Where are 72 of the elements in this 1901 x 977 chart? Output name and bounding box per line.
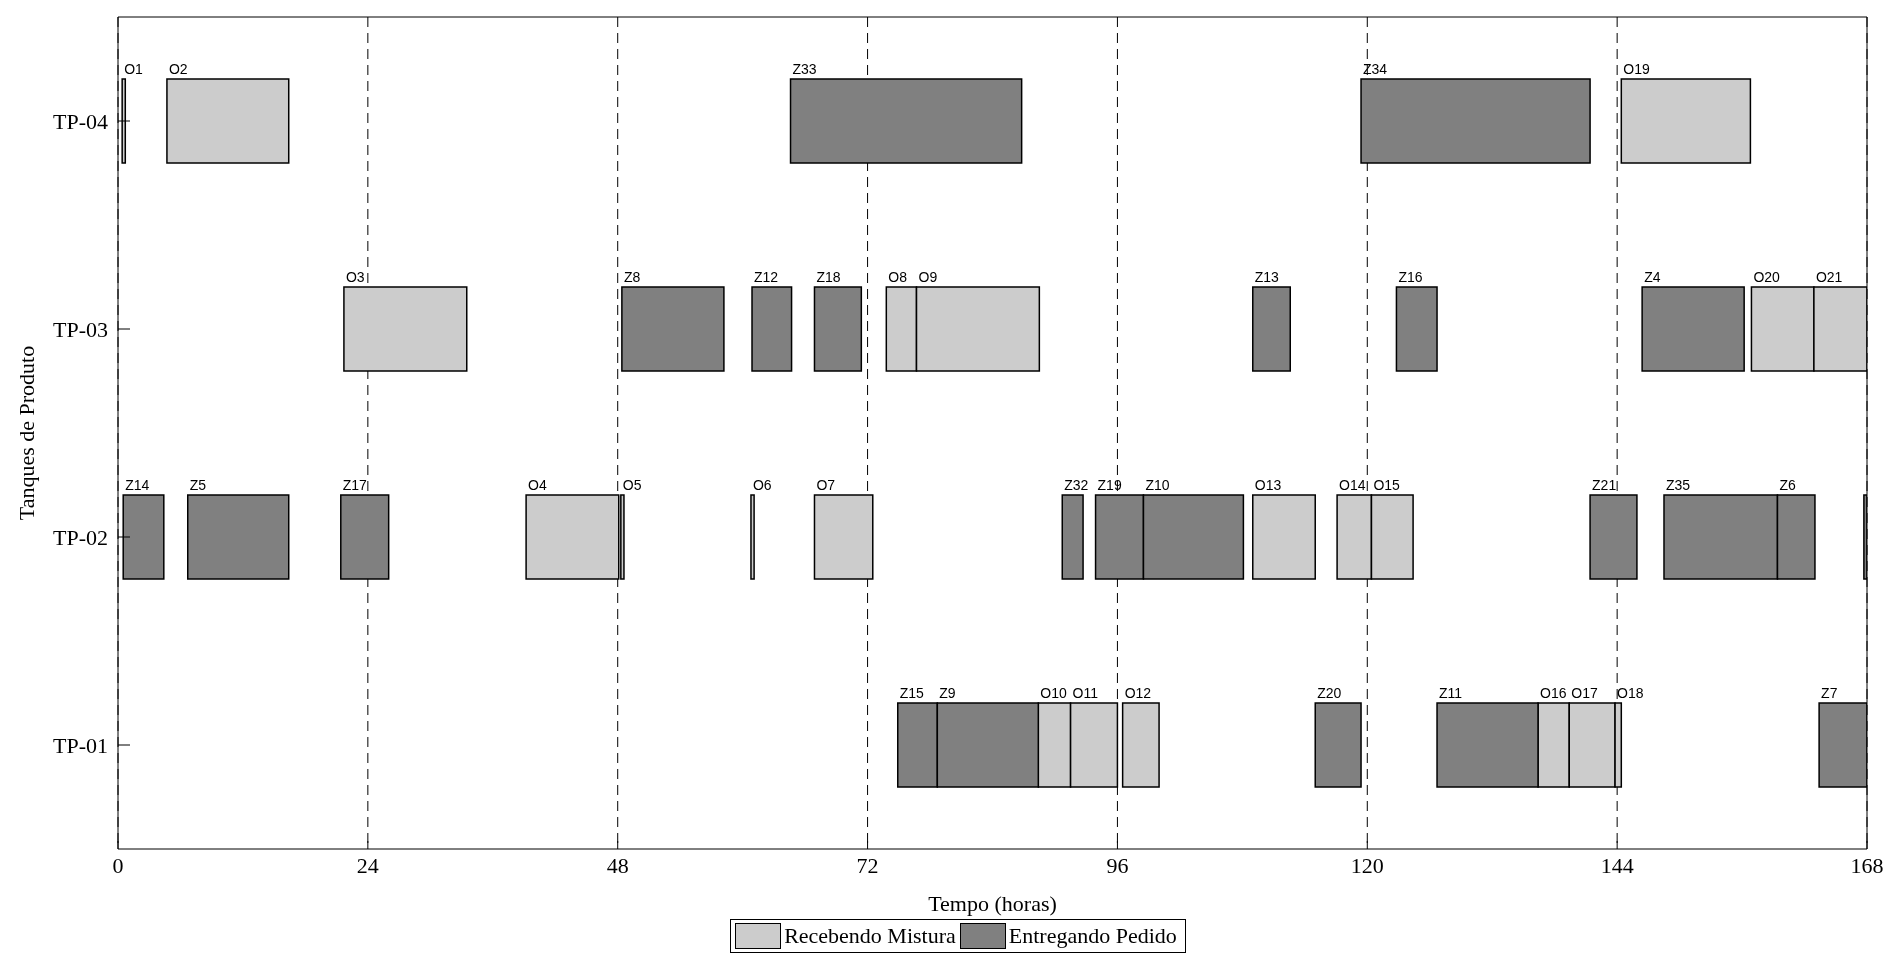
data-label: O12: [1124, 685, 1152, 701]
data-label: O19: [1623, 61, 1650, 77]
bar: [1641, 286, 1745, 372]
data-label: Z5: [189, 477, 207, 493]
data-label: O5: [622, 477, 642, 493]
bar: [751, 286, 793, 372]
data-label: Z15: [899, 685, 925, 701]
bar: [187, 494, 290, 580]
bar: [1121, 702, 1160, 788]
x-axis-title: Tempo (horas): [928, 891, 1057, 916]
x-tick-label: 120: [1350, 852, 1384, 878]
data-label: O21: [1815, 269, 1843, 285]
data-label: O14: [1339, 477, 1366, 493]
x-tick-label: 24: [356, 852, 379, 878]
data-label: O10: [1040, 685, 1067, 701]
data-label: Z9: [939, 685, 956, 701]
bar: [621, 286, 725, 372]
bar: [1061, 494, 1084, 580]
data-label: Z10: [1145, 477, 1170, 493]
data-label: O15: [1373, 477, 1401, 493]
data-label: Z35: [1665, 477, 1691, 493]
data-label: O8: [888, 269, 908, 285]
data-label: O1: [124, 61, 144, 77]
data-label: O7: [816, 477, 836, 493]
bar: [1252, 286, 1291, 372]
x-tick-label: 144: [1600, 852, 1634, 878]
data-label: Z17: [342, 477, 368, 493]
x-tick-label: 72: [856, 852, 879, 878]
x-tick-label: 96: [1106, 852, 1129, 878]
x-tick-label: 0: [112, 852, 124, 878]
bar: [1314, 702, 1362, 788]
bar: [1252, 494, 1316, 580]
bar: [1620, 78, 1752, 164]
data-label: Z20: [1317, 685, 1342, 701]
data-label: Z32: [1064, 477, 1089, 493]
data-label: Z18: [816, 269, 841, 285]
data-label: Z8: [623, 269, 641, 285]
legend-label: Entregando Pedido: [1008, 923, 1177, 949]
data-label: O6: [752, 477, 772, 493]
bar: [813, 286, 863, 372]
data-label: Z12: [754, 269, 779, 285]
y-tick-label: TP-04: [53, 108, 108, 134]
bar: [1395, 286, 1438, 372]
data-label: O2: [168, 61, 188, 77]
data-label: O20: [1753, 269, 1781, 285]
legend-label: Recebendo Mistura: [784, 923, 956, 949]
y-tick-label: TP-03: [53, 316, 108, 342]
data-label: Z7: [1821, 685, 1838, 701]
data-label: O3: [345, 269, 365, 285]
data-label: O13: [1254, 477, 1282, 493]
data-label: Z13: [1254, 269, 1280, 285]
data-label: Z33: [792, 61, 817, 77]
bar: [750, 494, 755, 580]
data-label: Z6: [1779, 477, 1797, 493]
data-label: Z14: [125, 477, 150, 493]
data-label: Z21: [1592, 477, 1617, 493]
data-label: Z4: [1644, 269, 1661, 285]
bar: [122, 494, 165, 580]
x-tick-label: 168: [1850, 852, 1884, 878]
data-label: O16: [1540, 685, 1567, 701]
data-label: Z16: [1398, 269, 1423, 285]
x-tick-label: 48: [606, 852, 629, 878]
data-label: O9: [918, 269, 938, 285]
data-label: O4: [528, 477, 547, 493]
y-axis-title: Tanques de Produto: [13, 345, 39, 521]
data-label: O17: [1571, 685, 1598, 701]
bar: [166, 78, 290, 164]
y-tick-label: TP-01: [53, 732, 108, 758]
data-label: O11: [1072, 685, 1099, 701]
y-tick-label: TP-02: [53, 524, 108, 550]
bar: [121, 78, 127, 164]
data-label: Z11: [1439, 685, 1463, 701]
